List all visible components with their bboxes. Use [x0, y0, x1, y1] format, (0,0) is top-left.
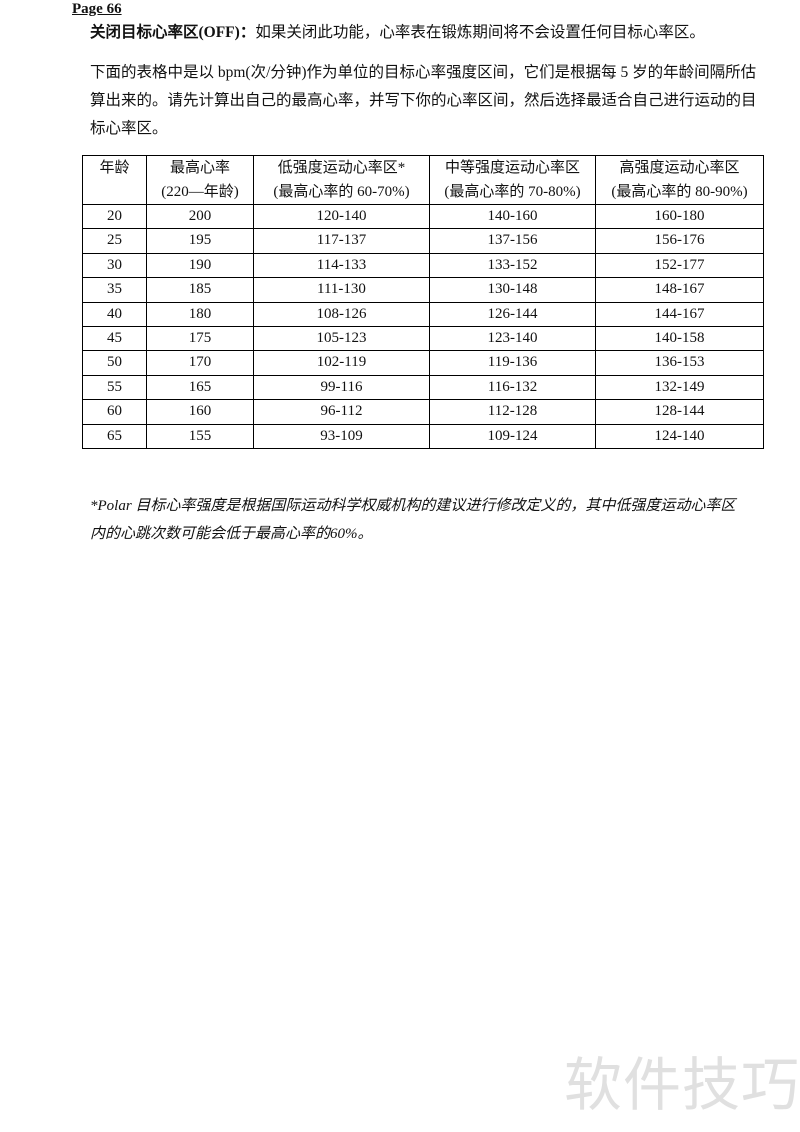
cell-max-hr: 155	[146, 423, 254, 450]
cell-low-zone: 120-140	[253, 203, 430, 230]
cell-max-hr: 200	[146, 203, 254, 230]
table-row: 25 195 117-137 137-156 156-176	[82, 228, 764, 254]
off-lead-text: 如果关闭此功能，心率表在锻炼期间将不会设置任何目标心率区。	[255, 24, 705, 41]
header-max-hr: 最高心率 (220—年龄)	[146, 155, 254, 205]
cell-mid-zone: 126-144	[429, 301, 596, 328]
table-header-row: 年龄 最高心率 (220—年龄) 低强度运动心率区* (最高心率的 60-70%…	[82, 155, 764, 205]
intro-line-1: 下面的表格中是以 bpm(次/分钟)作为单位的目标心率强度区间，它们是根据每 5…	[90, 64, 757, 81]
cell-mid-zone: 112-128	[429, 399, 596, 425]
cell-max-hr: 160	[146, 399, 254, 425]
cell-max-hr: 195	[146, 228, 254, 254]
cell-low-zone: 108-126	[253, 301, 430, 328]
table-row: 30 190 114-133 133-152 152-177	[82, 252, 764, 279]
cell-mid-zone: 133-152	[429, 252, 596, 279]
cell-high-zone: 132-149	[595, 374, 764, 401]
cell-age: 50	[82, 350, 147, 376]
cell-mid-zone: 130-148	[429, 277, 596, 303]
cell-mid-zone: 123-140	[429, 326, 596, 352]
table-row: 65 155 93-109 109-124 124-140	[82, 423, 764, 450]
off-lead-label: 关闭目标心率区(OFF)：	[90, 24, 256, 41]
cell-mid-zone: 137-156	[429, 228, 596, 254]
cell-low-zone: 111-130	[253, 277, 430, 303]
intro-line-3: 标心率区。	[90, 120, 168, 137]
table-row: 60 160 96-112 112-128 128-144	[82, 399, 764, 425]
cell-high-zone: 124-140	[595, 423, 764, 450]
table-row: 40 180 108-126 126-144 144-167	[82, 301, 764, 328]
watermark-text: 软件技巧	[564, 1051, 800, 1119]
cell-max-hr: 165	[146, 374, 254, 401]
cell-low-zone: 96-112	[253, 399, 430, 425]
cell-max-hr: 180	[146, 301, 254, 328]
cell-high-zone: 156-176	[595, 228, 764, 254]
table-row: 55 165 99-116 116-132 132-149	[82, 374, 764, 401]
footnote-line-1: *Polar 目标心率强度是根据国际运动科学权威机构的建议进行修改定义的，其中低…	[90, 498, 736, 514]
cell-mid-zone: 109-124	[429, 423, 596, 450]
cell-max-hr: 185	[146, 277, 254, 303]
header-high-zone: 高强度运动心率区 (最高心率的 80-90%)	[595, 155, 764, 205]
cell-max-hr: 175	[146, 326, 254, 352]
cell-age: 55	[82, 374, 147, 401]
header-mid-zone: 中等强度运动心率区 (最高心率的 70-80%)	[429, 155, 596, 205]
cell-low-zone: 99-116	[253, 374, 430, 401]
table-row: 20 200 120-140 140-160 160-180	[82, 203, 764, 230]
cell-age: 60	[82, 399, 147, 425]
cell-low-zone: 102-119	[253, 350, 430, 376]
cell-age: 30	[82, 252, 147, 279]
cell-mid-zone: 119-136	[429, 350, 596, 376]
cell-age: 20	[82, 203, 147, 230]
intro-line-2: 算出来的。请先计算出自己的最高心率，并写下你的心率区间，然后选择最适合自己进行运…	[90, 92, 757, 109]
cell-high-zone: 160-180	[595, 203, 764, 230]
table-row: 50 170 102-119 119-136 136-153	[82, 350, 764, 376]
cell-mid-zone: 140-160	[429, 203, 596, 230]
cell-high-zone: 140-158	[595, 326, 764, 352]
cell-age: 45	[82, 326, 147, 352]
header-age: 年龄	[82, 155, 147, 205]
header-low-zone: 低强度运动心率区* (最高心率的 60-70%)	[253, 155, 430, 205]
table-row: 45 175 105-123 123-140 140-158	[82, 326, 764, 352]
paragraph-off-description: 关闭目标心率区(OFF)：如果关闭此功能，心率表在锻炼期间将不会设置任何目标心率…	[90, 22, 762, 44]
cell-high-zone: 136-153	[595, 350, 764, 376]
cell-high-zone: 128-144	[595, 399, 764, 425]
cell-high-zone: 152-177	[595, 252, 764, 279]
cell-age: 25	[82, 228, 147, 254]
cell-age: 40	[82, 301, 147, 328]
footnote-polar-disclaimer: *Polar 目标心率强度是根据国际运动科学权威机构的建议进行修改定义的，其中低…	[90, 492, 770, 548]
cell-low-zone: 114-133	[253, 252, 430, 279]
paragraph-table-intro: 下面的表格中是以 bpm(次/分钟)作为单位的目标心率强度区间，它们是根据每 5…	[90, 59, 770, 143]
cell-low-zone: 117-137	[253, 228, 430, 254]
heart-rate-zone-table: 年龄 最高心率 (220—年龄) 低强度运动心率区* (最高心率的 60-70%…	[82, 155, 764, 450]
cell-low-zone: 105-123	[253, 326, 430, 352]
cell-age: 65	[82, 423, 147, 450]
cell-age: 35	[82, 277, 147, 303]
cell-low-zone: 93-109	[253, 423, 430, 450]
cell-mid-zone: 116-132	[429, 374, 596, 401]
footnote-line-2: 内的心跳次数可能会低于最高心率的60%。	[90, 526, 373, 542]
table-row: 35 185 111-130 130-148 148-167	[82, 277, 764, 303]
cell-high-zone: 148-167	[595, 277, 764, 303]
page-title: Page 66	[72, 1, 122, 17]
cell-high-zone: 144-167	[595, 301, 764, 328]
cell-max-hr: 170	[146, 350, 254, 376]
cell-max-hr: 190	[146, 252, 254, 279]
